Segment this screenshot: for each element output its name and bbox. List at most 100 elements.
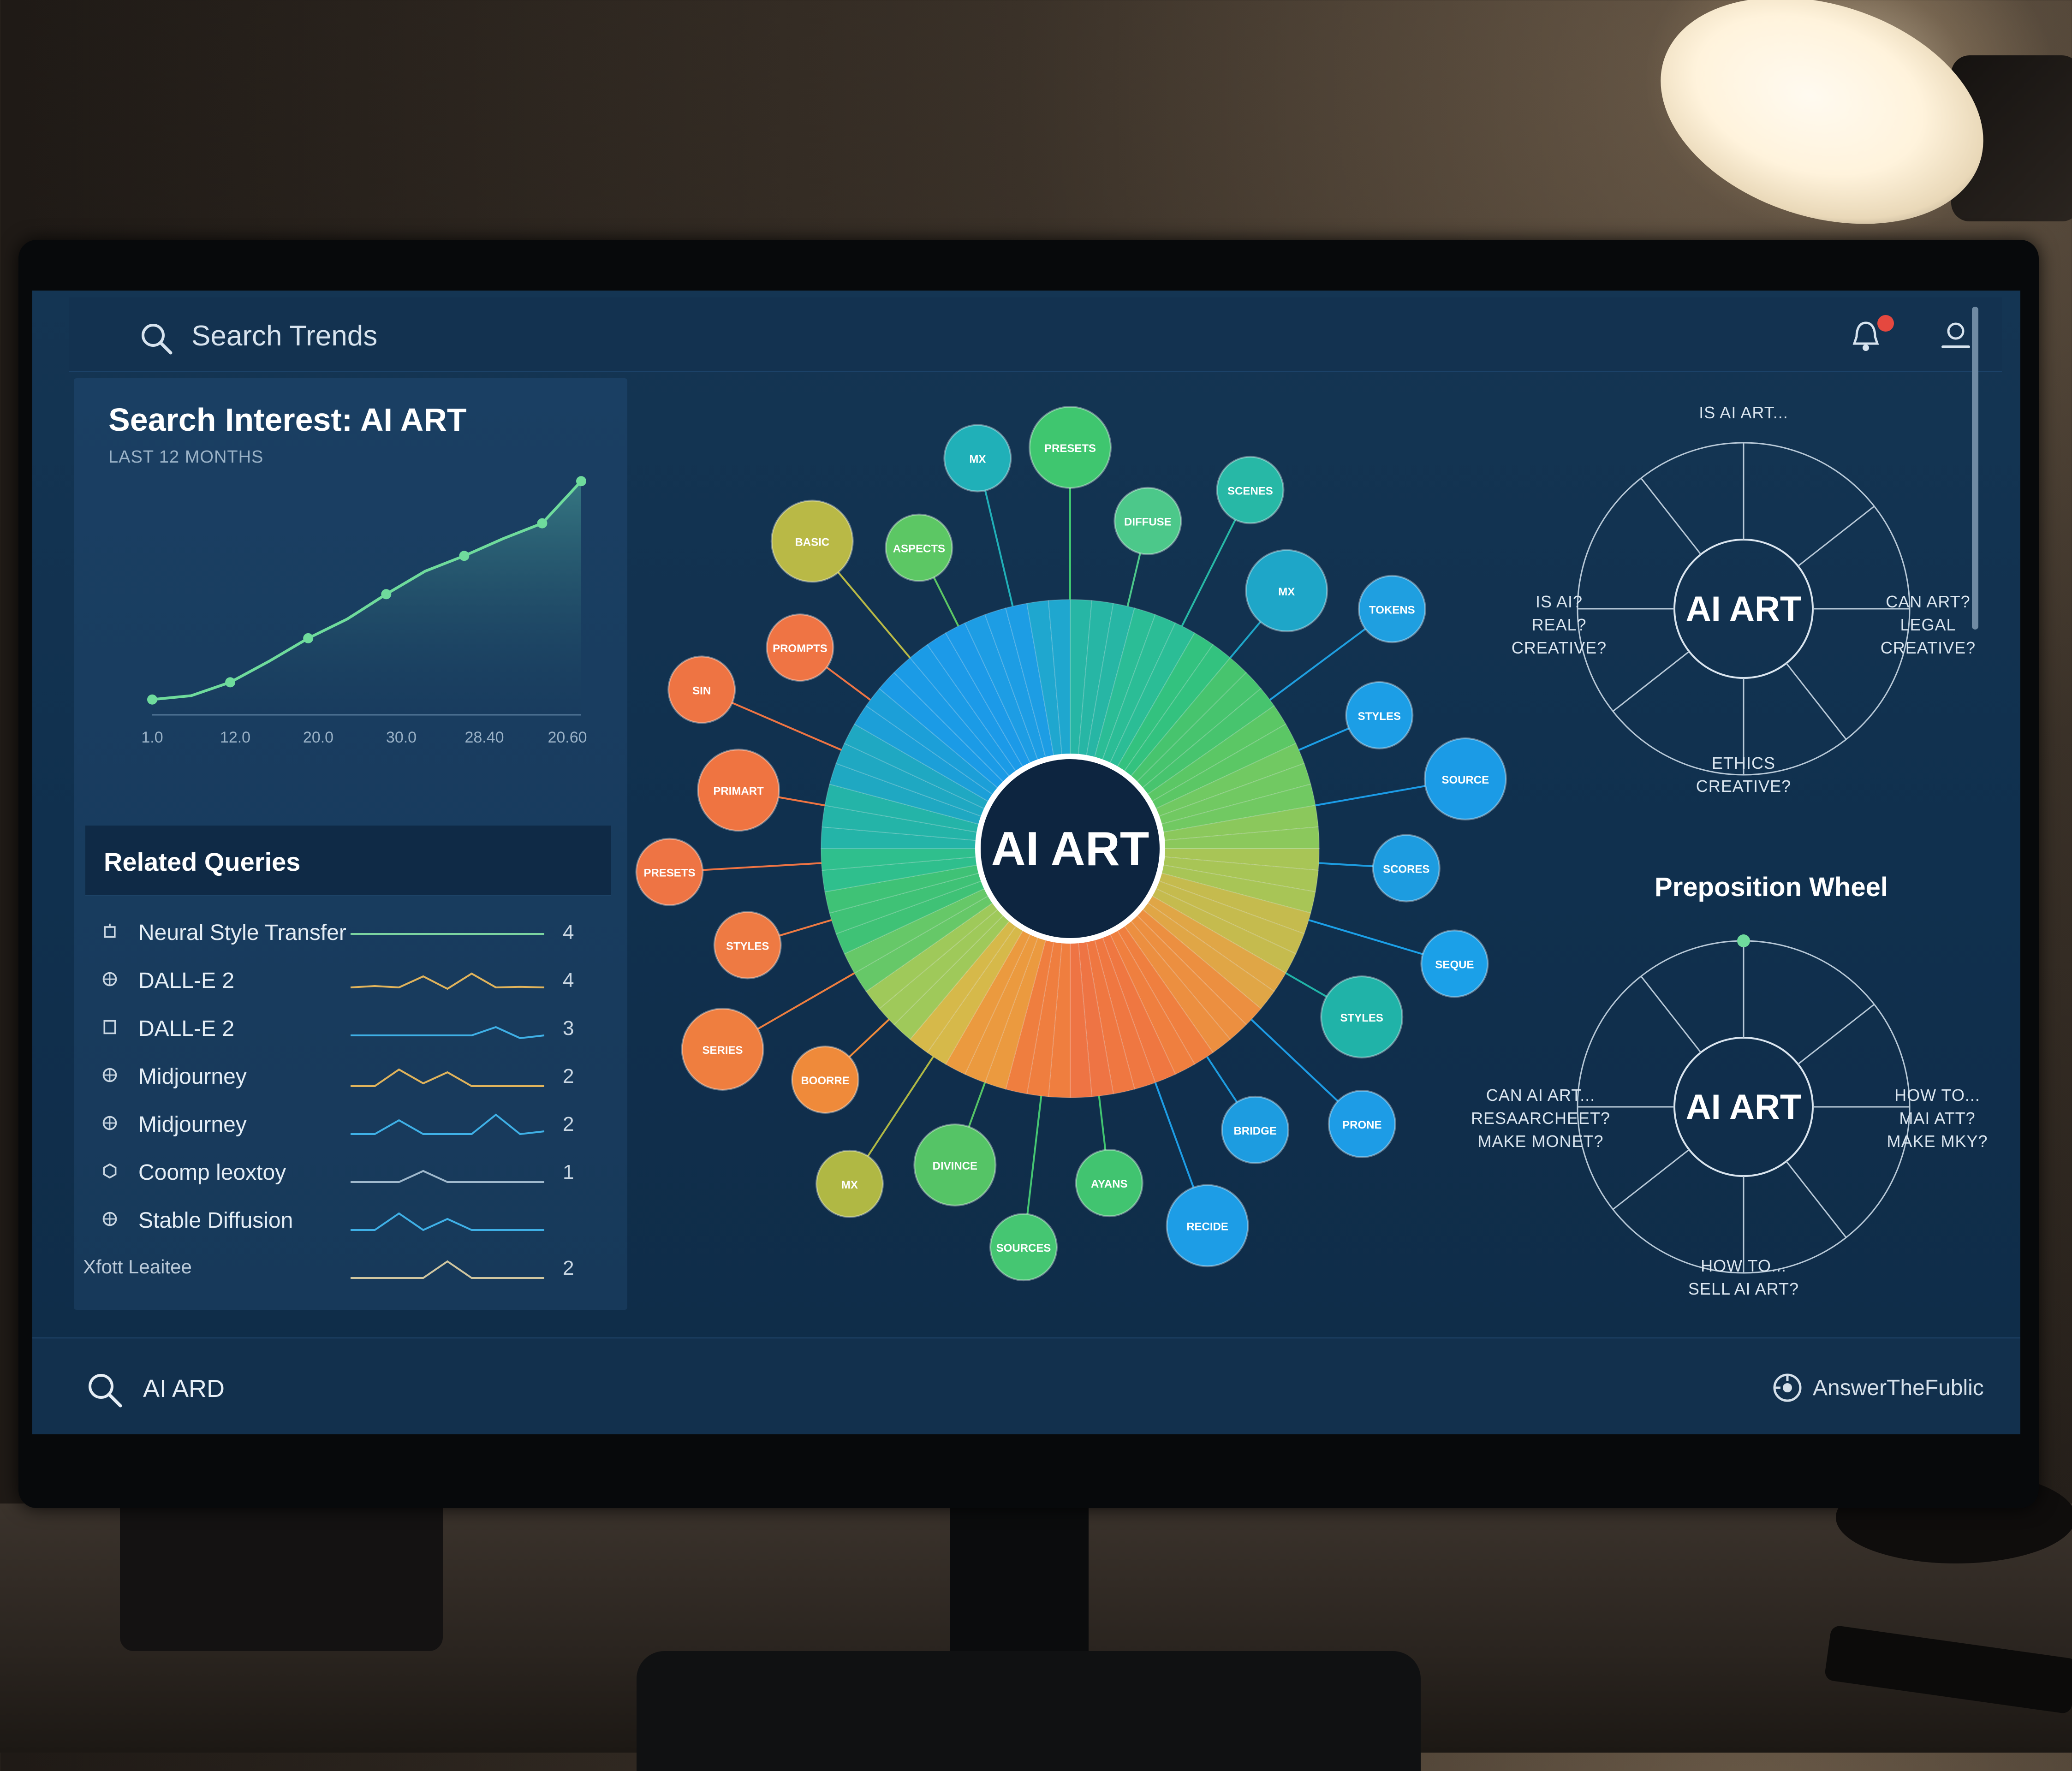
keyword-bubble[interactable] [713,911,782,980]
bubble-connector [757,972,855,1030]
search-query-input[interactable]: AI ARD [143,1375,225,1403]
related-query-row[interactable]: Neural Style Transfer 4 [101,911,613,957]
keyword-bubble-label: ASPECTS [893,543,945,555]
keyword-bubble[interactable] [885,513,953,582]
keyword-bubble[interactable] [681,1008,764,1091]
keyword-bubble[interactable] [1216,456,1285,524]
notification-badge [1877,315,1894,332]
keyword-bubble[interactable] [1166,1184,1249,1267]
keyword-bubble[interactable] [989,1213,1058,1282]
related-query-row[interactable]: Xfott Leaitee 2 [83,1247,613,1293]
search-icon[interactable] [138,321,175,357]
qwheel-left-label[interactable]: IS AI? REAL? CREATIVE? [1490,590,1628,660]
qwheel-left-line: IS AI? [1535,592,1583,611]
bottom-search-bar: AI ARD AnswerTheFublic [32,1337,2020,1434]
x-tick-label: 20.0 [303,729,333,746]
scrollbar[interactable] [1972,307,1978,630]
keyword-bubble[interactable] [1029,406,1112,489]
data-point[interactable] [381,589,392,600]
hex-icon [103,1163,117,1179]
x-tick-label: 12.0 [220,729,250,746]
area-fill [152,481,581,715]
keyword-bubble-label: TOKENS [1369,604,1415,616]
bubble-connector [1298,727,1349,751]
related-query-row[interactable]: DALL-E 2 4 [101,959,613,1005]
keyword-bubble-label: SIN [692,684,711,697]
sparkline [350,972,545,990]
related-query-label: Midjourney [138,1112,247,1137]
keyword-bubble-label: SERIES [703,1044,743,1057]
related-query-row[interactable]: Midjourney 2 [101,1055,613,1101]
keyword-bubble-label: DIVINCE [933,1160,977,1172]
keyword-bubble[interactable] [1372,834,1441,903]
wheel-center-label: AI ART [1686,589,1802,629]
prep-right-label[interactable]: HOW TO... MAI ATT? MAKE MKY? [1859,1084,2016,1153]
qwheel-top-label[interactable]: IS AI ART... [1699,403,1788,422]
keyword-bubble[interactable] [1113,487,1182,555]
indicator-dot [1737,934,1750,947]
keyword-bubble[interactable] [791,1045,860,1114]
wheel-center[interactable] [975,754,1165,944]
bubble-connector [1206,1056,1238,1103]
data-point[interactable] [537,518,548,529]
keyword-bubble[interactable] [667,655,736,724]
data-point[interactable] [225,677,236,688]
keyword-bubble[interactable] [1358,575,1426,643]
keyword-bubble[interactable] [1221,1095,1290,1164]
bubble-connector [1315,785,1426,807]
keyword-bubble[interactable] [1328,1090,1396,1159]
bubble-connector [1229,621,1262,659]
data-point[interactable] [303,633,314,643]
keyword-bubble[interactable] [1345,681,1414,749]
related-query-value: 2 [563,1065,574,1088]
keyword-bubble-label: BASIC [795,536,829,549]
bubble-connector [732,702,842,751]
keyword-bubble[interactable] [815,1149,884,1218]
keyword-bubble[interactable] [1420,929,1489,998]
keyword-bubble[interactable] [1245,549,1328,632]
data-point[interactable] [576,476,586,487]
bubble-connector [1269,628,1366,701]
keyword-bubble[interactable] [635,838,704,906]
prep-right-line: MAI ATT? [1899,1109,1976,1128]
app-title: Search Trends [191,320,378,352]
related-query-row[interactable]: Midjourney 2 [101,1103,613,1149]
brand-logo-icon [1773,1373,1802,1402]
related-query-row[interactable]: DALL-E 2 3 [101,1007,613,1053]
keyword-bubble[interactable] [1423,737,1507,820]
chart-title: Search Interest: AI ART [108,402,467,438]
keyword-bubble[interactable] [1320,975,1404,1058]
qwheel-right-line: CAN ART? [1886,592,1971,611]
bell-icon[interactable] [1850,318,1882,355]
keyword-bubble-label: SOURCES [996,1242,1051,1254]
keyword-bubble[interactable] [697,749,780,832]
qwheel-left-line: REAL? [1531,615,1587,634]
keyword-bubble[interactable] [1075,1149,1143,1218]
qwheel-right-label[interactable]: CAN ART? LEGAL CREATIVE? [1859,590,1997,660]
related-query-label: Xfott Leaitee [83,1256,192,1278]
keyword-bubble[interactable] [913,1123,997,1206]
keyword-bubble-label: STYLES [726,940,769,952]
spoke [1798,1004,1875,1065]
prep-left-label[interactable]: CAN AI ART... RESAARCHEET? MAKE MONET? [1462,1084,1619,1153]
search-icon[interactable] [85,1371,124,1409]
keyword-bubble[interactable] [943,424,1012,493]
spoke [1640,477,1702,555]
related-query-row[interactable]: Stable Diffusion [101,1199,613,1245]
related-queries-header: Related Queries [85,826,611,896]
prep-bottom-label[interactable]: HOW TO... SELL AI ART? [1661,1254,1827,1301]
user-icon[interactable] [1937,318,1974,355]
x-tick-label: 20.60 [548,729,587,746]
related-query-row[interactable]: Coomp leoxtoy 1 [101,1151,613,1197]
bubble-connector [826,666,871,701]
question-wheel: AI ART [1577,442,1911,776]
spoke [1798,505,1875,567]
qwheel-bottom-label[interactable]: ETHICS CREATIVE? [1674,752,1813,798]
keyword-bubble[interactable] [766,613,834,682]
bubble-connector [849,1019,890,1058]
data-point[interactable] [459,551,470,561]
data-point[interactable] [147,694,157,705]
related-query-label: DALL-E 2 [138,1016,235,1041]
keyword-bubble-label: SCORES [1383,863,1429,875]
keyword-bubble[interactable] [770,499,854,583]
